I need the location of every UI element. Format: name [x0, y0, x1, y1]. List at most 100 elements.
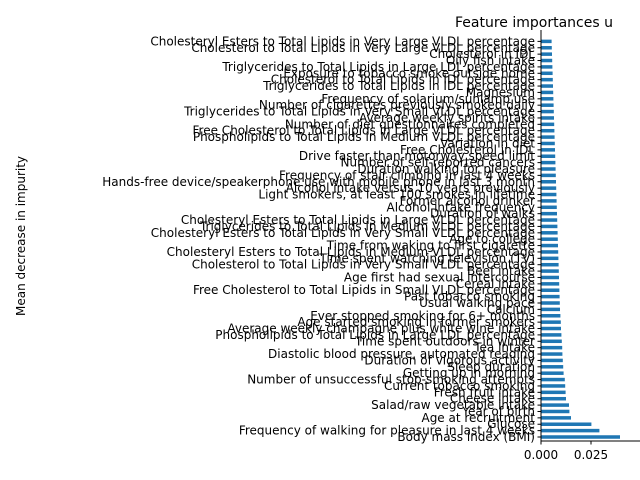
category-label: Time from waking to first cigarette — [326, 239, 535, 253]
category-label: Age first had sexual intercourse — [344, 270, 535, 284]
bar — [541, 390, 566, 395]
category-label: Cholesteryl Esters to Total Lipids in Me… — [167, 245, 535, 259]
category-label: Magnesium — [466, 85, 535, 99]
bar — [541, 148, 555, 152]
bar — [541, 288, 560, 292]
bar — [541, 180, 556, 184]
bar — [541, 211, 557, 216]
category-label: Tea intake — [473, 341, 535, 355]
bar — [541, 141, 555, 146]
bar — [541, 396, 566, 401]
category-label: Free Cholesterol in IDL — [400, 143, 535, 157]
bar — [541, 320, 561, 324]
category-label: Ever stopped smoking for 6+ months — [310, 309, 535, 323]
bar — [541, 422, 592, 426]
category-label: Age started smoking in former smokers — [297, 315, 535, 329]
bar — [541, 314, 561, 318]
bar — [541, 218, 558, 222]
category-label: Time spent watching television (TV) — [319, 251, 536, 265]
category-label: Former alcohol drinker — [400, 194, 535, 208]
bar — [541, 58, 553, 63]
bars-group — [541, 39, 620, 439]
category-label: Glucose — [487, 417, 535, 431]
category-label: Past tobacco smoking — [404, 290, 535, 304]
category-label: Year of birth — [461, 404, 535, 418]
category-label: Free Cholesterol to Total Lipids in Smal… — [193, 283, 535, 297]
bar — [541, 275, 559, 280]
bar — [541, 243, 558, 248]
bar — [541, 52, 552, 56]
category-label: Duration of walks — [430, 207, 535, 221]
category-label: Phospholipids to Total Lipids in Medium … — [193, 130, 535, 144]
bar — [541, 90, 554, 95]
category-label: Usual walking pace — [419, 296, 535, 310]
category-label: Getting up in morning — [403, 366, 535, 380]
bar — [541, 224, 558, 229]
bar — [541, 205, 557, 210]
category-label: Light smokers, at least 100 smokes in li… — [258, 188, 535, 202]
category-label: Triglycerides to Total Lipids in Very Sm… — [183, 105, 535, 119]
category-label: Salad/raw vegetable intake — [371, 398, 535, 412]
bar — [541, 326, 561, 331]
category-label: Cholesterol in IDL — [429, 47, 535, 61]
category-label: Triglycerides to Total Lipids in IDL per… — [262, 79, 535, 93]
bar — [541, 301, 560, 305]
bar — [541, 77, 553, 82]
bar — [541, 186, 557, 190]
bar — [541, 135, 555, 139]
bar — [541, 371, 564, 375]
bar — [541, 109, 554, 114]
bar — [541, 199, 557, 203]
category-label: Fresh fruit intake — [434, 385, 535, 399]
bar — [541, 416, 571, 420]
bar — [541, 65, 553, 69]
bar — [541, 167, 556, 171]
category-label: Sleep duration — [447, 360, 535, 374]
bar — [541, 435, 620, 439]
bar — [541, 128, 555, 133]
bar — [541, 384, 566, 388]
category-label: Frequency of solarium/sunlamp use — [321, 92, 535, 106]
bar — [541, 192, 557, 197]
bar — [541, 154, 556, 158]
category-label: Beef intake — [467, 264, 535, 278]
bar — [541, 39, 552, 44]
category-label: Hands-free device/speakerphone use with … — [102, 175, 535, 189]
bar — [541, 97, 554, 101]
category-label: Average weekly champagne plus white wine… — [227, 322, 535, 336]
category-label: Number of cigarettes previously smoked d… — [259, 98, 535, 112]
category-label: Number of diet questionnaires completed — [285, 117, 535, 131]
bar — [541, 365, 564, 369]
category-label: Alcohol intake frequency — [387, 200, 535, 214]
category-label: Number of self-reported cancers — [341, 156, 535, 170]
bar — [541, 116, 554, 120]
bar — [541, 333, 562, 337]
bar — [541, 403, 569, 407]
category-label: Cholesterol to Total Lipids in Very Larg… — [191, 41, 535, 55]
bar — [541, 339, 562, 344]
category-label: Time spent outdoors in winter — [354, 334, 535, 348]
bar — [541, 345, 563, 350]
category-label: Age at recruitment — [421, 411, 535, 425]
category-label: Body mass index (BMI) — [397, 430, 535, 444]
bar — [541, 173, 556, 178]
category-label: Oily fish intake — [446, 54, 535, 68]
category-label: Cholesterol to Total Lipids in IDL perce… — [271, 73, 535, 87]
bar — [541, 294, 560, 299]
category-label: Duration walking for pleasure — [357, 162, 535, 176]
category-label: Age to college — [449, 232, 535, 246]
category-label: Frequency of walking for pleasure in las… — [239, 424, 535, 438]
bar — [541, 71, 553, 76]
category-label: Calcium — [487, 302, 535, 316]
bar — [541, 282, 560, 286]
bar — [541, 428, 600, 433]
x-tick-label: 0.025 — [574, 448, 608, 462]
y-axis-label: Mean decrease in impurity — [14, 156, 28, 316]
bar — [541, 256, 559, 261]
bar — [541, 84, 553, 88]
category-label: Current tobacco smoking — [384, 379, 535, 393]
category-label: Free Cholesterol to Total Lipids in Larg… — [193, 124, 535, 138]
bar — [541, 250, 559, 254]
bar — [541, 46, 552, 50]
